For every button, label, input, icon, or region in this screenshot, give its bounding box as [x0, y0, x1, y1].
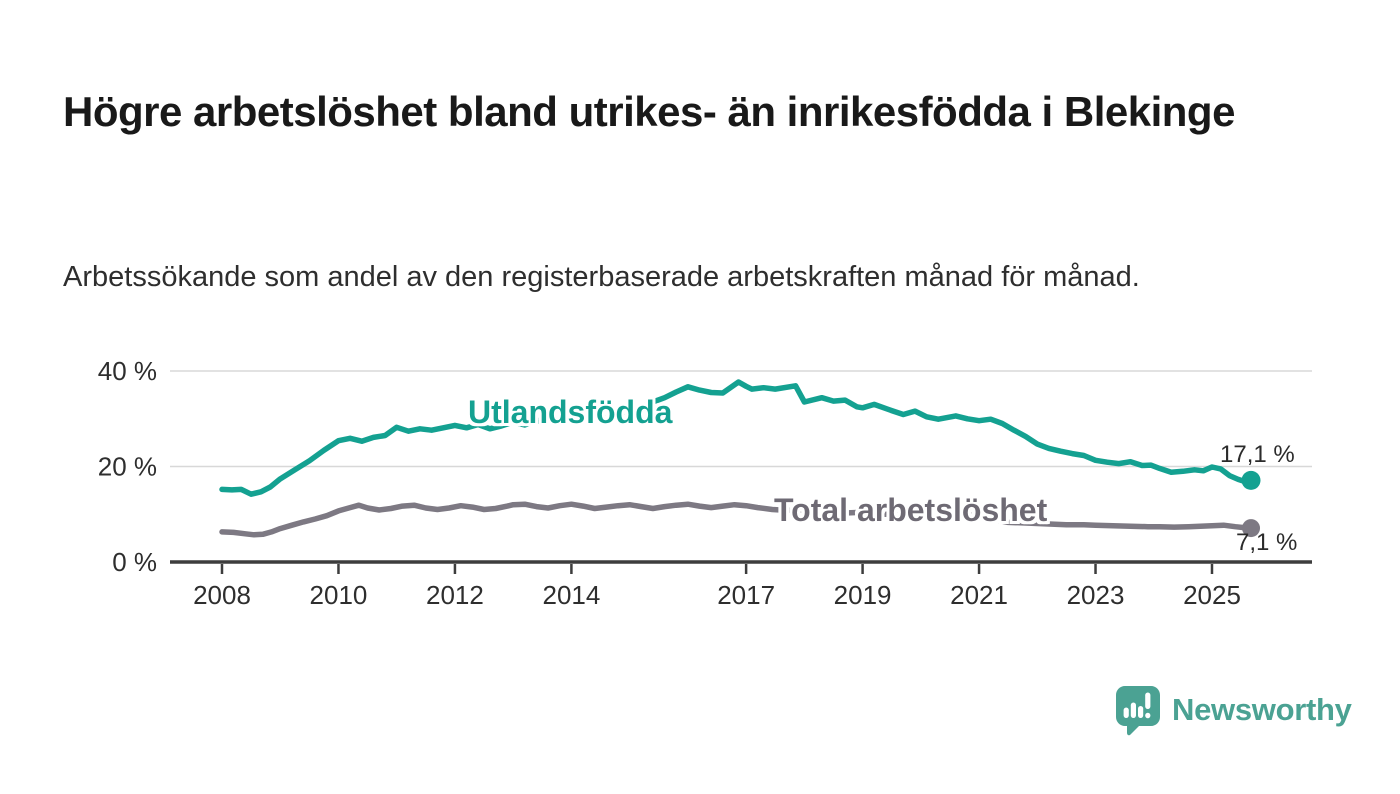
end-value-label-utlandsfodda: 17,1 %	[1220, 441, 1295, 468]
page-title: Högre arbetslöshet bland utrikes- än inr…	[63, 88, 1235, 136]
x-tick-label-2017: 2017	[717, 580, 775, 610]
unemployment-line-chart: 2008 2010 2012 2014 2017 2019 2021 2023 2025 0 % 2…	[0, 340, 1400, 620]
series-label-utlandsfodda: Utlandsfödda	[468, 394, 673, 430]
line-series-0	[219, 379, 1254, 497]
end-dot-series-1	[1242, 519, 1261, 538]
series-label-total-arbetsloshet: Total arbetslöshet	[774, 492, 1048, 528]
newsworthy-branding: Newsworthy	[1115, 684, 1352, 736]
x-tick-label-2025: 2025	[1183, 580, 1241, 610]
x-tick-label-2023: 2023	[1067, 580, 1125, 610]
x-tick-label-2012: 2012	[426, 580, 484, 610]
x-tick-label-2008: 2008	[193, 580, 251, 610]
page-subtitle: Arbetssökande som andel av den registerb…	[63, 261, 1140, 293]
newsworthy-brand-name: Newsworthy	[1172, 692, 1352, 727]
line-series-1	[219, 501, 1254, 538]
x-tick-label-2021: 2021	[950, 580, 1008, 610]
end-dot-series-0	[1241, 470, 1261, 490]
x-tick-label-2010: 2010	[310, 580, 368, 610]
y-tick-label-40: 40 %	[98, 356, 157, 386]
y-tick-label-20: 20 %	[98, 452, 157, 482]
chart-canvas: 2008 2010 2012 2014 2017 2019 2021 2023 2025 0 % 2…	[98, 356, 1312, 610]
end-value-label-total: 7,1 %	[1236, 529, 1298, 556]
newsworthy-speech-bubble-bar-chart-icon	[1116, 686, 1160, 736]
x-tick-label-2014: 2014	[542, 580, 600, 610]
y-tick-label-0: 0 %	[112, 547, 157, 577]
x-tick-label-2019: 2019	[834, 580, 892, 610]
